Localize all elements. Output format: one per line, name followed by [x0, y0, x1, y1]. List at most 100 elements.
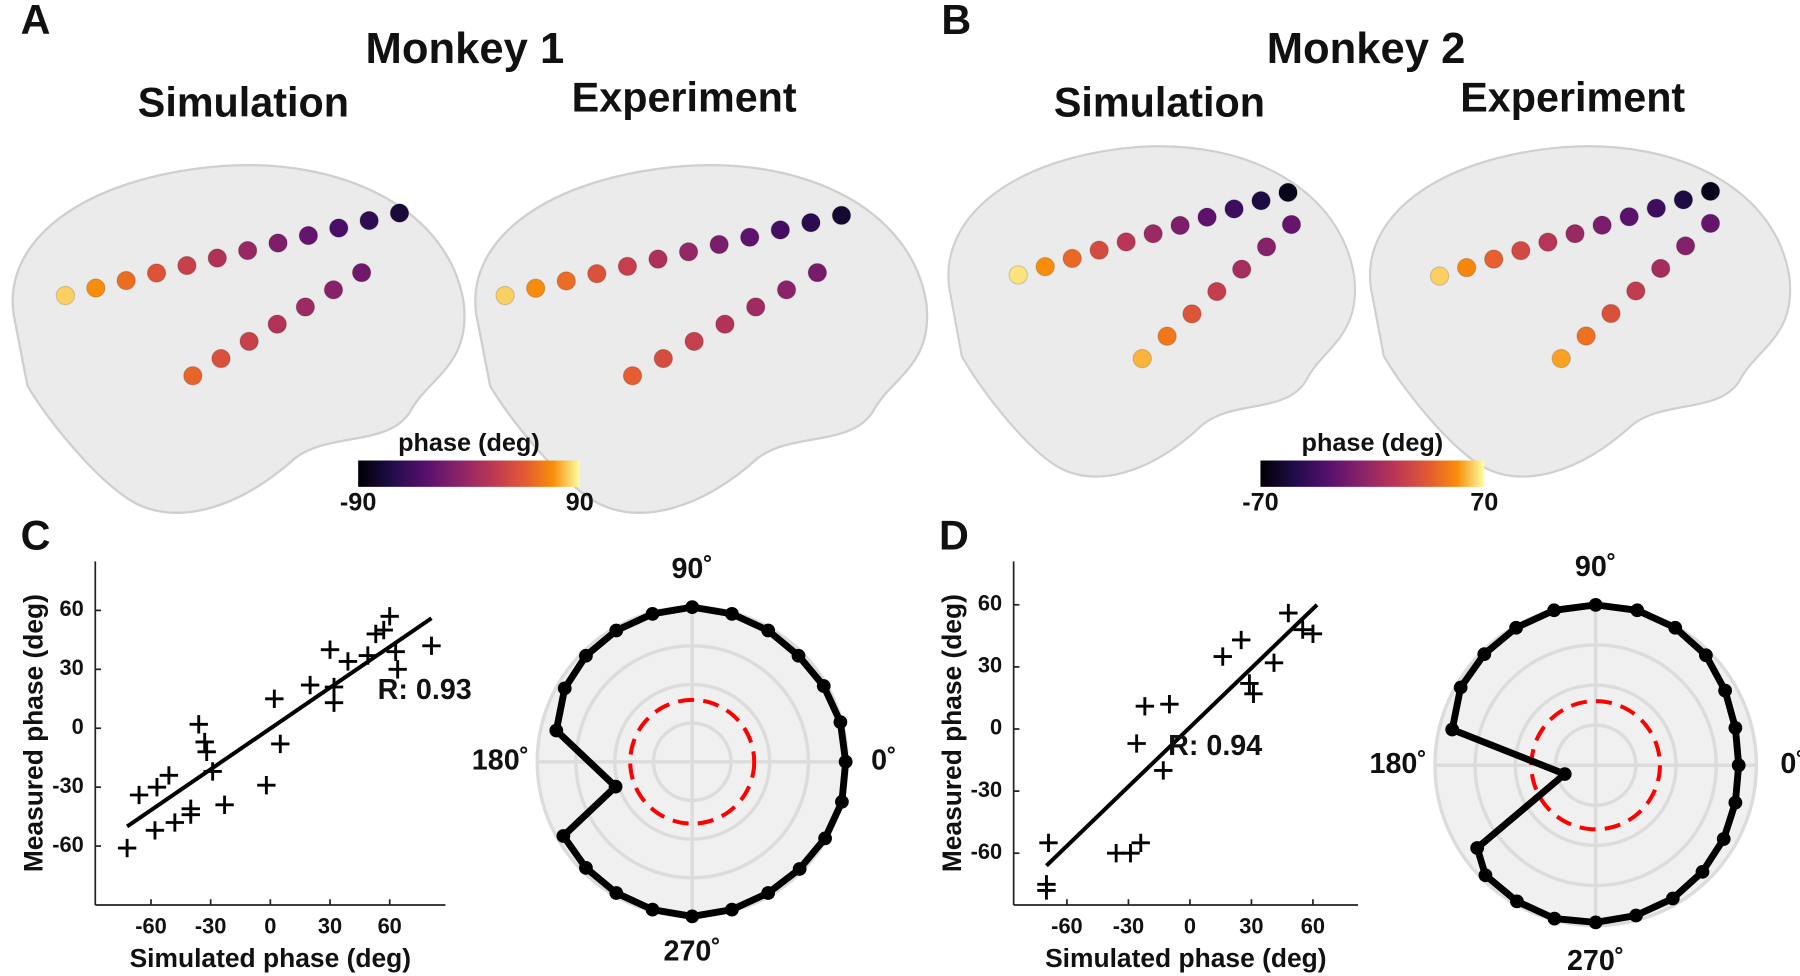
- panel-subtitle: Experiment: [1460, 75, 1685, 121]
- electrode: [684, 331, 704, 352]
- polar-point: [1478, 868, 1493, 883]
- panel-title: Monkey 1: [366, 25, 565, 73]
- electrode: [359, 210, 379, 231]
- electrode: [1626, 281, 1646, 301]
- polar-point: [1453, 680, 1468, 695]
- electrode: [1601, 303, 1621, 324]
- x-tick-label: 30: [318, 914, 342, 939]
- electrode: [351, 262, 372, 283]
- electrode: [295, 297, 316, 317]
- polar-point: [1630, 603, 1645, 618]
- polar-point: [725, 902, 739, 917]
- polar-point: [1445, 722, 1460, 737]
- fit-line: [1045, 603, 1319, 868]
- y-axis-label: Measured phase (deg): [19, 594, 49, 872]
- polar-point: [725, 607, 739, 621]
- point: [203, 762, 222, 781]
- electrode: [1157, 326, 1177, 346]
- polar-point: [685, 600, 700, 615]
- polar-point: [579, 860, 593, 875]
- y-tick-label: 60: [978, 591, 1002, 616]
- theta-tick-label: 180˚: [1370, 748, 1427, 780]
- electrode: [1619, 206, 1639, 227]
- polar-point: [1699, 648, 1713, 663]
- y-tick-label: 60: [60, 596, 84, 621]
- point: [1264, 653, 1284, 672]
- polar-point: [609, 886, 624, 900]
- point: [129, 785, 149, 805]
- electrode: [801, 212, 821, 233]
- polar-point: [608, 779, 623, 794]
- panel-title: Monkey 2: [1267, 25, 1466, 73]
- electrode: [237, 240, 258, 261]
- electrode: [1483, 249, 1504, 269]
- colorbar-tick-label: -70: [1242, 489, 1278, 517]
- electrode: [1008, 265, 1028, 285]
- polar-point: [549, 723, 564, 738]
- y-axis-label: Measured phase (deg): [937, 594, 967, 872]
- colorbar: [1260, 460, 1485, 487]
- electrode: [177, 255, 197, 276]
- theta-tick-label: 270˚: [1567, 945, 1624, 976]
- electrode: [1170, 215, 1190, 236]
- electrode: [1592, 215, 1612, 235]
- electrode: [268, 233, 288, 253]
- electrode: [776, 280, 797, 300]
- electrode: [183, 366, 203, 386]
- electrode: [617, 256, 638, 277]
- point: [1154, 761, 1173, 780]
- polar-point: [1728, 795, 1743, 810]
- point: [324, 693, 344, 712]
- polar-point: [557, 681, 572, 696]
- electrode: [495, 285, 515, 306]
- point: [257, 776, 276, 795]
- point: [1160, 694, 1179, 714]
- polar-point: [1588, 597, 1603, 612]
- electrode: [745, 297, 766, 317]
- electrode: [1456, 257, 1477, 278]
- electrode: [648, 249, 668, 269]
- annotation: R: 0.93: [378, 674, 472, 706]
- polar-point: [1557, 767, 1572, 781]
- electrode: [622, 366, 643, 386]
- polar-point: [579, 648, 593, 663]
- electrode: [739, 227, 760, 247]
- point: [300, 675, 320, 695]
- electrode: [1700, 213, 1721, 234]
- point: [159, 766, 179, 785]
- panel-label: D: [939, 512, 969, 558]
- point: [1240, 674, 1259, 693]
- point: [338, 652, 358, 671]
- y-tick-label: 0: [72, 714, 84, 739]
- polar-point: [1665, 891, 1680, 906]
- point: [165, 813, 185, 832]
- point: [366, 624, 385, 644]
- electrode: [328, 218, 349, 238]
- y-tick-label: 0: [990, 715, 1002, 740]
- electrode: [709, 234, 729, 255]
- y-tick-label: -60: [971, 839, 1003, 864]
- panel-subtitle: Experiment: [572, 75, 797, 121]
- panel-label: A: [21, 0, 51, 43]
- electrode: [1673, 190, 1694, 210]
- polar-point: [1547, 911, 1562, 926]
- electrode: [1231, 259, 1252, 279]
- point: [1039, 833, 1058, 853]
- point: [386, 642, 405, 661]
- polar-point: [761, 886, 776, 900]
- polar-point: [1588, 915, 1603, 930]
- point: [324, 677, 344, 697]
- electrode: [556, 271, 577, 291]
- electrode: [1207, 281, 1227, 302]
- y-tick-label: -30: [52, 773, 84, 798]
- polar-point: [1470, 841, 1485, 855]
- electrode: [831, 205, 852, 226]
- electrode: [1565, 223, 1585, 244]
- theta-tick-label: 90˚: [1575, 551, 1616, 583]
- polar-point: [1728, 720, 1743, 735]
- point: [1121, 844, 1140, 863]
- panel-label: C: [21, 512, 51, 558]
- electrode: [678, 242, 699, 262]
- electrode: [298, 225, 319, 246]
- x-axis-label: Simulated phase (deg): [1045, 943, 1327, 973]
